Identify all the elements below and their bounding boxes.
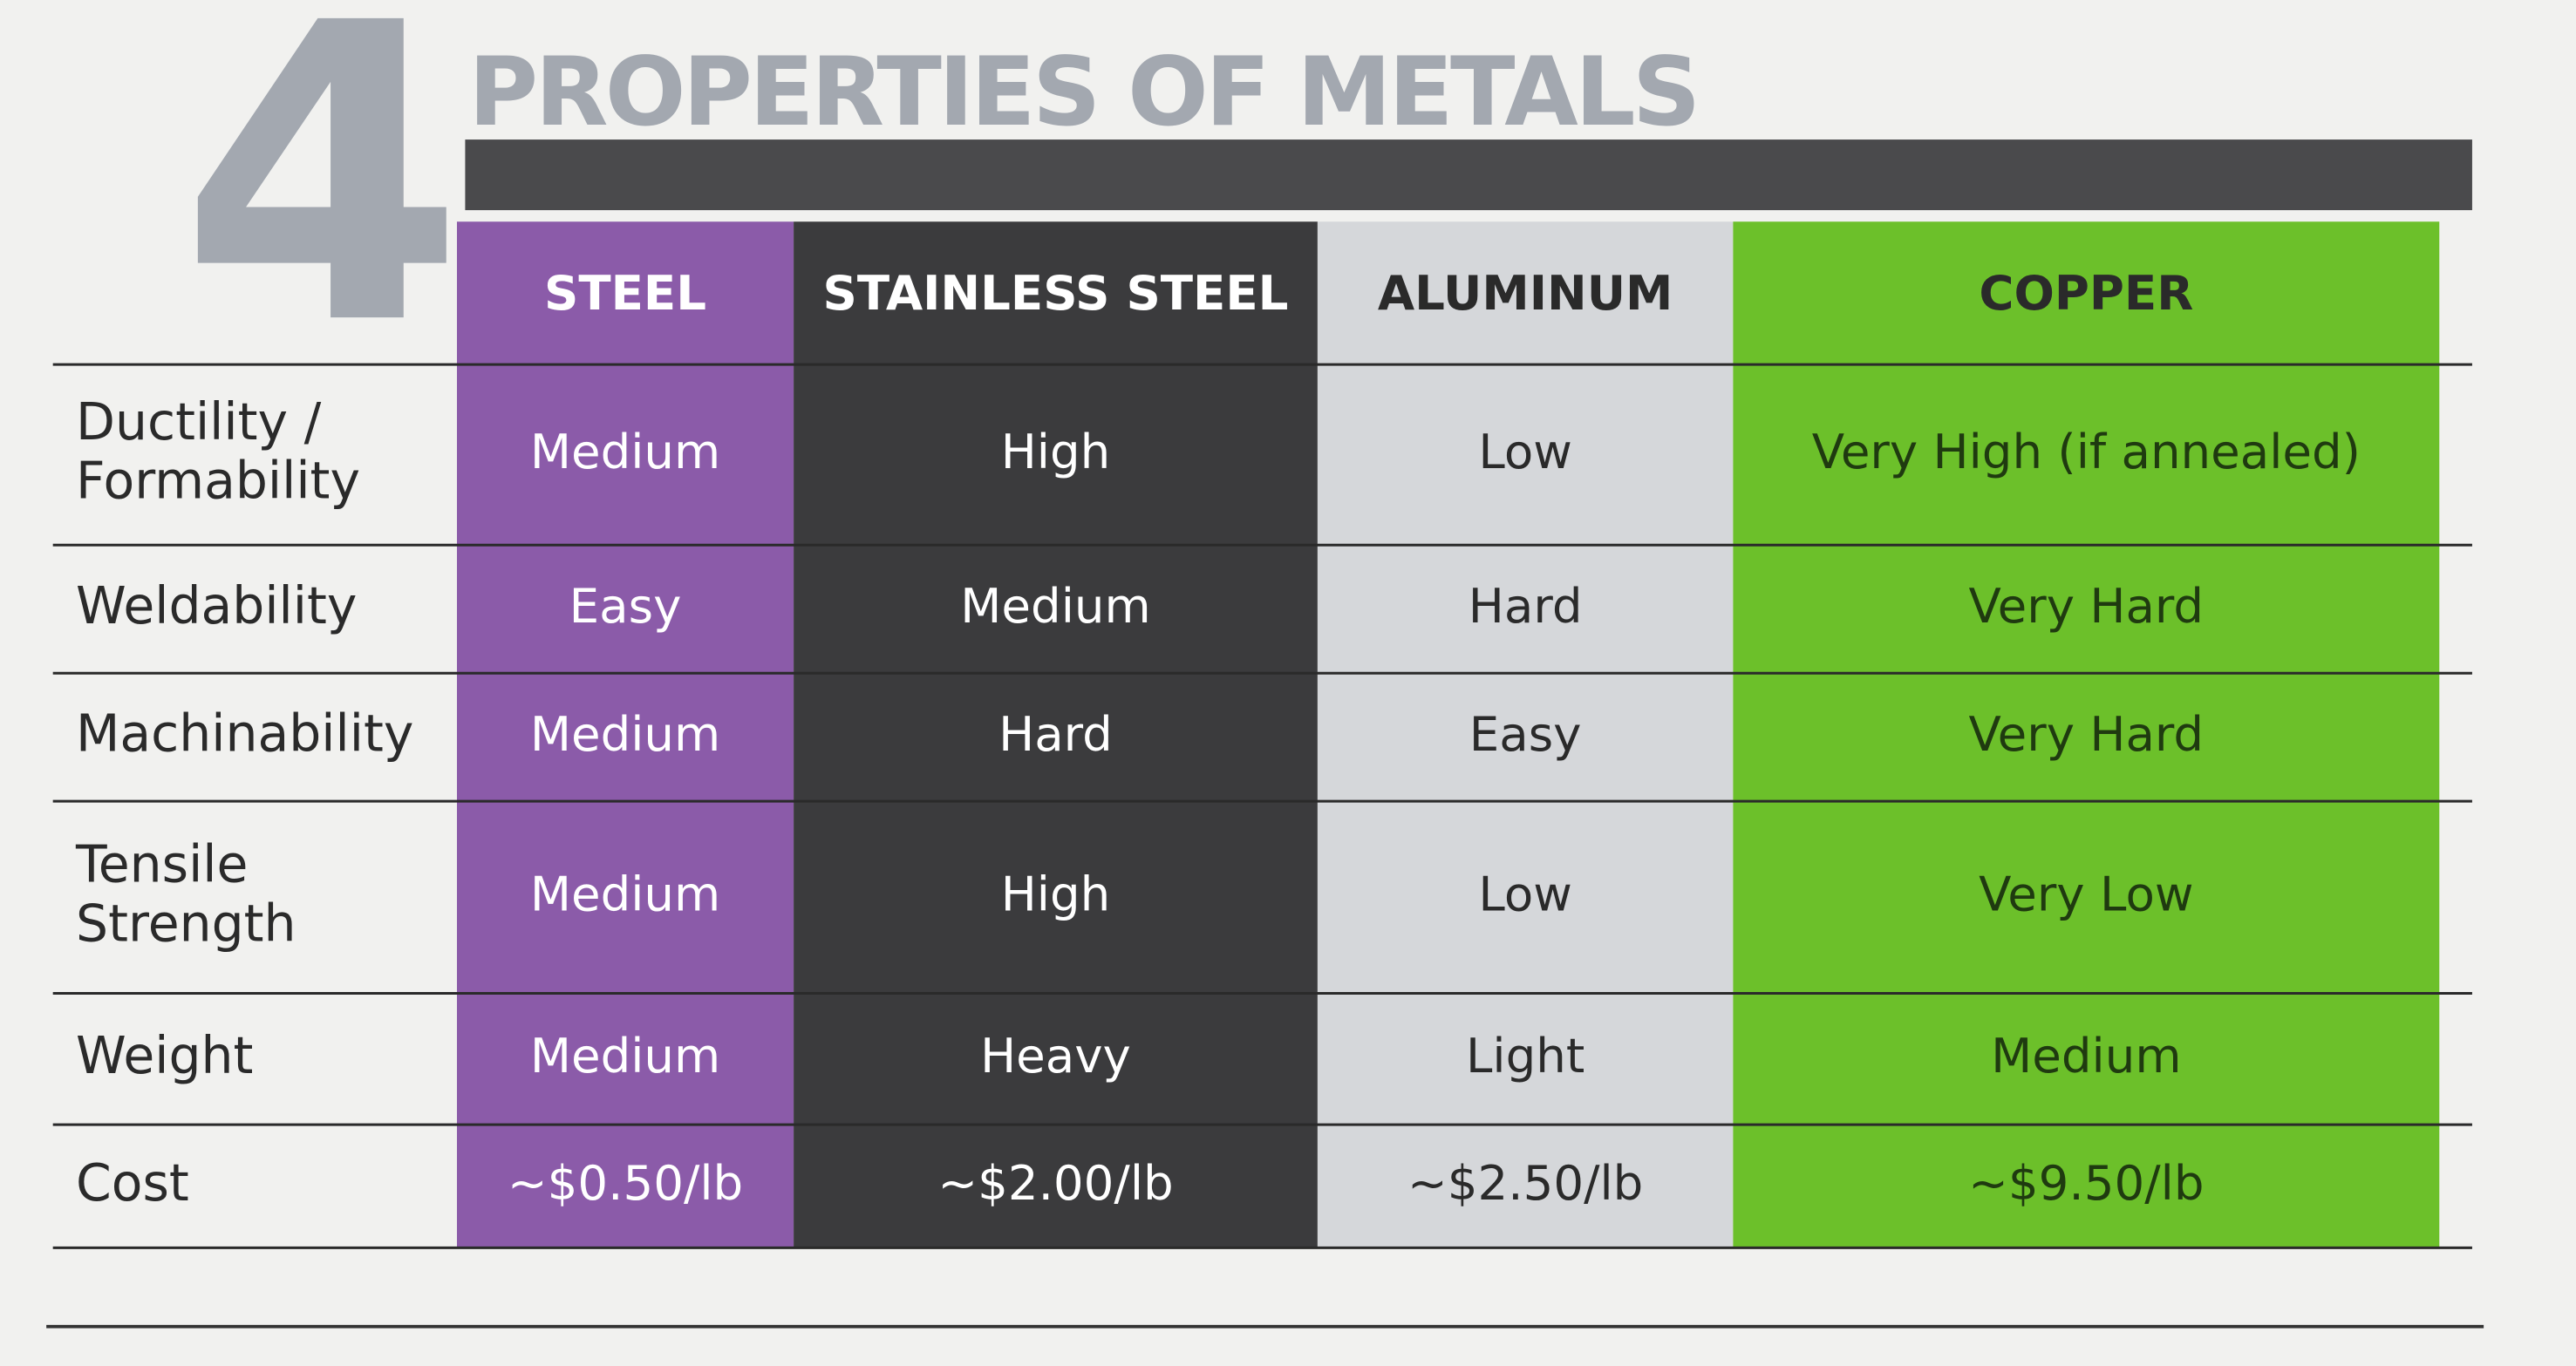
cell: Heavy — [980, 1028, 1131, 1084]
column-header: ALUMINUM — [1378, 265, 1673, 321]
cell: ~$9.50/lb — [1968, 1155, 2204, 1211]
row-label: Weight — [76, 1026, 253, 1085]
cell: Medium — [960, 578, 1150, 634]
cell: ~$2.50/lb — [1407, 1155, 1643, 1211]
row-label: Machinability — [76, 704, 413, 764]
column-fill — [794, 221, 1318, 1248]
row-label: Cost — [76, 1153, 189, 1213]
cell: ~$2.00/lb — [937, 1155, 1173, 1211]
row-label: Formability — [76, 452, 360, 511]
cell: Very High (if annealed) — [1812, 424, 2361, 479]
row-label: Strength — [76, 894, 296, 953]
cell: ~$0.50/lb — [508, 1155, 743, 1211]
cell: Medium — [530, 706, 720, 762]
cell: Easy — [569, 578, 682, 634]
cell: Low — [1478, 866, 1572, 921]
cell: Easy — [1469, 706, 1582, 762]
column-header: STEEL — [544, 265, 706, 321]
cell: Very Hard — [1969, 578, 2205, 634]
column-fill — [456, 221, 794, 1248]
cell: Light — [1466, 1028, 1584, 1084]
section-number: 4 — [180, 0, 466, 415]
cell: Medium — [1991, 1028, 2181, 1084]
cell: Low — [1478, 424, 1572, 479]
cell: Very Low — [1979, 866, 2193, 921]
column-header: COPPER — [1979, 265, 2193, 321]
column-fill — [1317, 221, 1734, 1248]
column-header: STAINLESS STEEL — [823, 265, 1289, 321]
row-label: Ductility / — [76, 392, 322, 452]
row-label: Tensile — [75, 834, 248, 894]
cell: Hard — [998, 706, 1113, 762]
cell: High — [1001, 866, 1111, 921]
column-fill — [1733, 221, 2440, 1248]
cell: High — [1001, 424, 1111, 479]
row-label: Weldability — [76, 576, 357, 635]
cell: Hard — [1469, 578, 1583, 634]
cell: Medium — [530, 424, 720, 479]
title: PROPERTIES OF METALS — [468, 37, 1698, 147]
cell: Very Hard — [1969, 706, 2205, 762]
cell: Medium — [530, 1028, 720, 1084]
header-band — [465, 139, 2472, 211]
cell: Medium — [530, 866, 720, 921]
